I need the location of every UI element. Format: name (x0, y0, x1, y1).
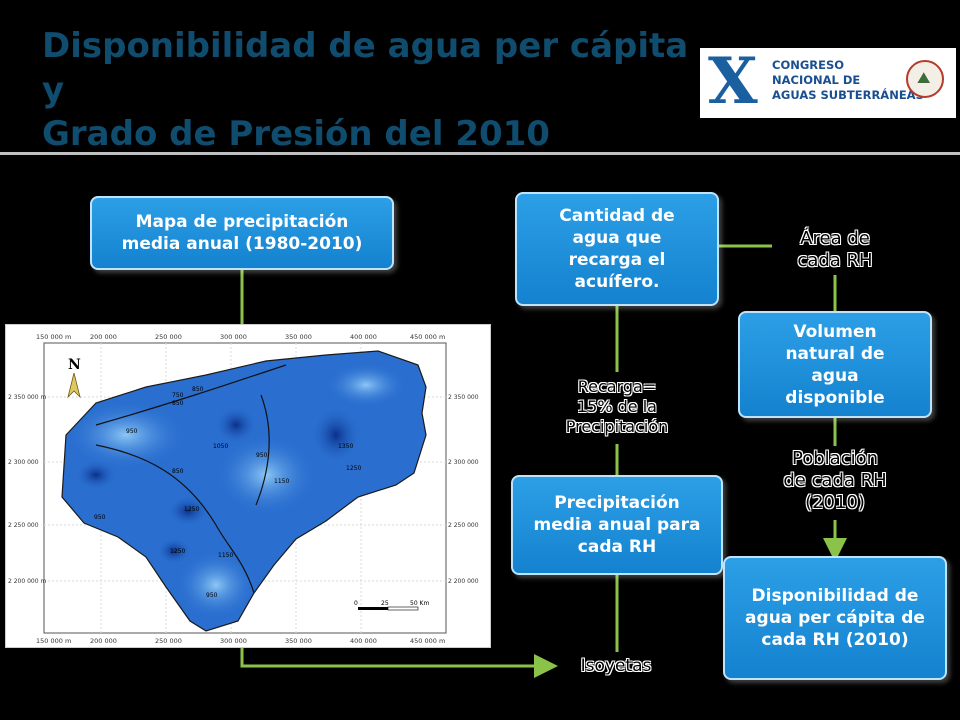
svg-text:200 000: 200 000 (90, 333, 117, 341)
box-volumen-natural: Volumen natural de agua disponible (738, 311, 932, 418)
map-outline (61, 350, 427, 632)
svg-text:0: 0 (354, 600, 358, 607)
svg-text:950: 950 (126, 428, 138, 435)
svg-text:1350: 1350 (338, 443, 353, 450)
svg-text:2 350 000: 2 350 000 (448, 394, 479, 401)
title-divider (0, 152, 960, 155)
svg-text:150 000 m: 150 000 m (36, 333, 71, 341)
svg-text:300 000: 300 000 (220, 637, 247, 645)
x-ticks-bottom: 150 000 m 200 000 250 000 300 000 350 00… (36, 637, 445, 645)
svg-text:1050: 1050 (213, 443, 228, 450)
contour-labels: 850 750 850 950 1050 950 1350 1250 850 1… (94, 386, 361, 599)
logo-mark: X (708, 44, 758, 119)
svg-text:850: 850 (172, 468, 184, 475)
svg-text:350 000: 350 000 (285, 637, 312, 645)
scale-bar: 0 25 50 Km (354, 600, 429, 611)
box-precipitacion-rh: Precipitación media anual para cada RH (511, 475, 723, 575)
svg-text:950: 950 (94, 514, 106, 521)
svg-text:450 000 m: 450 000 m (410, 333, 445, 341)
svg-text:1150: 1150 (274, 478, 289, 485)
box-mapa-precipitacion: Mapa de precipitación media anual (1980-… (90, 196, 394, 270)
label-poblacion: Población de cada RH (2010) (783, 448, 887, 513)
svg-text:1150: 1150 (218, 552, 233, 559)
svg-text:250 000: 250 000 (155, 333, 182, 341)
slide-title: Disponibilidad de agua per cápita y Grad… (42, 26, 689, 154)
connector-map-to-isoyetas (240, 646, 558, 678)
svg-text:850: 850 (172, 400, 184, 407)
label-area-rh: Área de cada RH (797, 228, 873, 271)
svg-text:450 000 m: 450 000 m (410, 637, 445, 645)
y-ticks-right: 2 350 000 2 300 000 2 250 000 2 200 000 (448, 394, 479, 585)
svg-text:400 000: 400 000 (350, 637, 377, 645)
box-cantidad-recarga: Cantidad de agua que recarga el acuífero… (515, 192, 719, 306)
svg-text:850: 850 (192, 386, 204, 393)
svg-text:2 250 000: 2 250 000 (8, 522, 39, 529)
svg-text:2 350 000 m: 2 350 000 m (8, 394, 46, 401)
svg-text:2 300 000: 2 300 000 (8, 459, 39, 466)
svg-text:25: 25 (381, 600, 389, 607)
svg-text:200 000: 200 000 (90, 637, 117, 645)
svg-text:400 000: 400 000 (350, 333, 377, 341)
svg-text:300 000: 300 000 (220, 333, 247, 341)
svg-text:350 000: 350 000 (285, 333, 312, 341)
svg-text:1250: 1250 (184, 506, 199, 513)
precipitation-map: N 850 750 850 950 1050 950 1350 1250 850… (5, 324, 491, 648)
label-isoyetas: Isoyetas (580, 656, 652, 676)
svg-text:150 000 m: 150 000 m (36, 637, 71, 645)
svg-text:250 000: 250 000 (155, 637, 182, 645)
seal-icon: ⛰ (906, 60, 944, 98)
svg-text:950: 950 (256, 452, 268, 459)
svg-text:750: 750 (172, 392, 184, 399)
y-ticks-left: 2 350 000 m 2 300 000 2 250 000 2 200 00… (8, 394, 46, 585)
svg-text:950: 950 (206, 592, 218, 599)
svg-text:N: N (68, 357, 81, 373)
x-ticks-top: 150 000 m 200 000 250 000 300 000 350 00… (36, 333, 445, 341)
svg-text:2 250 000: 2 250 000 (448, 522, 479, 529)
congreso-logo: X CONGRESO NACIONAL DE AGUAS SUBTERRÁNEA… (700, 48, 956, 118)
svg-text:1250: 1250 (346, 465, 361, 472)
svg-text:2 300 000: 2 300 000 (448, 459, 479, 466)
north-arrow-icon: N (67, 357, 81, 399)
logo-text: CONGRESO NACIONAL DE AGUAS SUBTERRÁNEAS (772, 58, 924, 102)
svg-text:2 200 000: 2 200 000 (448, 578, 479, 585)
map-canvas: N 850 750 850 950 1050 950 1350 1250 850… (8, 333, 479, 645)
svg-text:1250: 1250 (170, 548, 185, 555)
svg-text:2 200 000 m: 2 200 000 m (8, 578, 46, 585)
box-disponibilidad: Disponibilidad de agua per cápita de cad… (723, 556, 947, 680)
label-recarga: Recarga= 15% de la Precipitación (565, 377, 669, 436)
svg-text:50 Km: 50 Km (410, 600, 429, 607)
